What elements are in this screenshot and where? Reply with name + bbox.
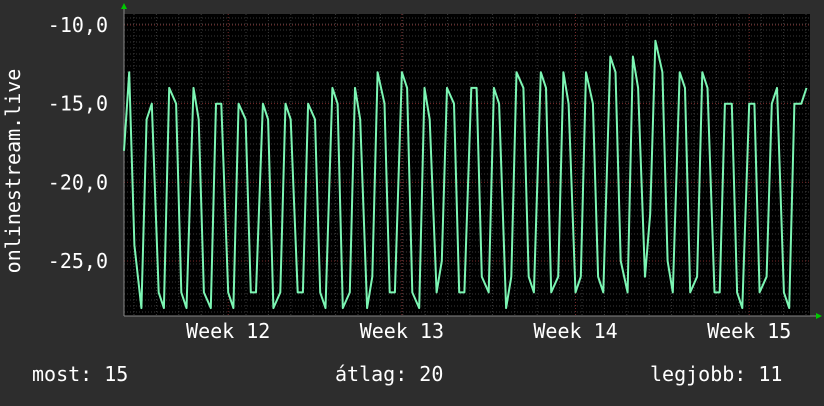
series xyxy=(123,39,808,310)
y-axis-label: onlinestream.live xyxy=(1,69,25,274)
y-tick-label: -15,0 xyxy=(48,92,108,116)
axes xyxy=(121,3,822,319)
average-value: átlag: 20 xyxy=(335,362,444,386)
x-axis-arrow xyxy=(816,313,822,319)
current-value: most: 15 xyxy=(32,362,129,386)
x-tick-label: Week 12 xyxy=(186,319,270,343)
y-axis-arrow xyxy=(121,3,127,9)
best-value: legjobb: 11 xyxy=(650,362,783,386)
y-tick-label: -25,0 xyxy=(48,249,108,273)
y-tick-label: -10,0 xyxy=(48,13,108,37)
x-tick-label: Week 13 xyxy=(360,319,444,343)
x-tick-label: Week 14 xyxy=(533,319,617,343)
plot-area xyxy=(124,14,810,316)
series-line xyxy=(123,39,808,310)
y-tick-label: -20,0 xyxy=(48,170,108,194)
x-tick-label: Week 15 xyxy=(707,319,791,343)
x-tick-labels: Week 12 Week 13 Week 14 Week 15 xyxy=(186,319,791,343)
y-tick-labels: -10,0 -15,0 -20,0 -25,0 xyxy=(48,13,108,273)
